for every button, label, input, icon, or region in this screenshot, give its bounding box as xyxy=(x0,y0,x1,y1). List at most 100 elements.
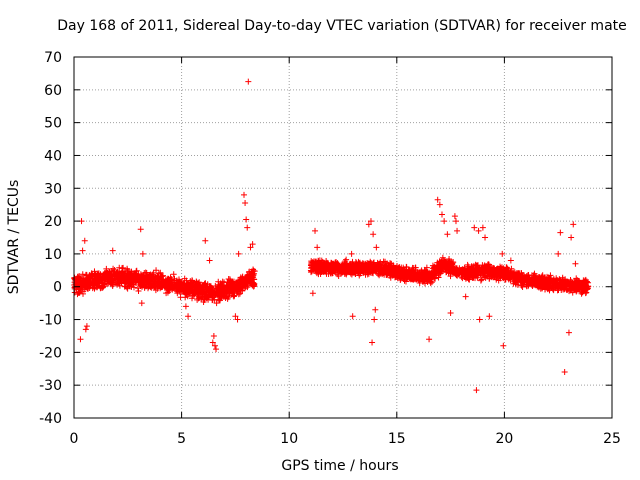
data-point xyxy=(236,284,243,291)
data-point xyxy=(230,278,237,285)
y-tick-label: -40 xyxy=(39,411,62,427)
data-point xyxy=(188,292,195,299)
data-point xyxy=(106,268,113,275)
data-point xyxy=(130,281,137,288)
data-point xyxy=(200,299,207,306)
data-point xyxy=(386,272,393,279)
data-point xyxy=(181,281,188,288)
outlier-point xyxy=(471,224,478,231)
data-point xyxy=(107,272,114,279)
data-point xyxy=(209,296,216,303)
x-tick-label: 0 xyxy=(70,431,79,447)
data-point xyxy=(135,279,142,286)
data-point xyxy=(170,271,177,278)
data-point xyxy=(135,288,142,295)
data-point xyxy=(215,296,222,303)
data-point xyxy=(223,289,230,296)
y-tick-label: -20 xyxy=(39,345,62,361)
outlier-point xyxy=(213,346,220,353)
data-point xyxy=(75,277,82,284)
outlier-point xyxy=(79,247,86,254)
outlier-point xyxy=(137,226,144,233)
data-point xyxy=(98,276,105,283)
x-tick-label: 15 xyxy=(388,431,406,447)
data-point xyxy=(250,283,257,290)
data-point xyxy=(74,291,81,298)
outlier-point xyxy=(438,211,445,218)
x-tick-label: 20 xyxy=(495,431,513,447)
data-point xyxy=(486,275,493,282)
outlier-point xyxy=(109,247,116,254)
data-point xyxy=(135,285,142,292)
data-point xyxy=(186,288,193,295)
data-point xyxy=(214,290,221,297)
data-point xyxy=(151,276,158,283)
outlier-point xyxy=(462,293,469,300)
data-point xyxy=(215,285,222,292)
data-point xyxy=(178,285,185,292)
outlier-point xyxy=(373,244,380,251)
y-tick-label: -30 xyxy=(39,378,62,394)
outlier-point xyxy=(139,250,146,257)
data-point xyxy=(133,272,140,279)
x-axis-label: GPS time / hours xyxy=(281,458,398,474)
data-point xyxy=(125,272,132,279)
data-point xyxy=(477,277,484,284)
y-tick-label: 10 xyxy=(44,247,62,263)
data-point xyxy=(130,284,137,291)
data-point xyxy=(346,261,353,268)
y-tick-label: -10 xyxy=(39,313,62,329)
x-tick-label: 25 xyxy=(603,431,621,447)
data-point xyxy=(107,271,114,278)
data-point xyxy=(192,282,199,289)
data-point xyxy=(144,281,151,288)
outlier-point xyxy=(309,290,316,297)
data-point xyxy=(478,276,485,283)
data-points xyxy=(71,78,592,394)
data-point xyxy=(198,295,205,302)
outlier-point xyxy=(475,227,482,234)
outlier-point xyxy=(568,234,575,241)
data-point xyxy=(166,286,173,293)
data-point xyxy=(83,280,90,287)
data-point xyxy=(229,281,236,288)
data-point xyxy=(172,279,179,286)
data-point xyxy=(155,275,162,282)
outlier-point xyxy=(245,78,252,85)
data-point xyxy=(133,267,140,274)
data-point xyxy=(184,281,191,288)
data-point xyxy=(132,271,139,278)
outlier-point xyxy=(210,332,217,339)
y-tick-label: 50 xyxy=(44,116,62,132)
outlier-point xyxy=(372,306,379,313)
y-axis-label: SDTVAR / TECUs xyxy=(6,180,22,295)
data-point xyxy=(95,270,102,277)
outlier-point xyxy=(81,237,88,244)
axis-ticks: 0 5 10 15 20 25 -40 -30 -20 -10 0 10 20 30 40 50 60 70 xyxy=(39,50,621,447)
data-point xyxy=(138,272,145,279)
outlier-point xyxy=(473,387,480,394)
outlier-point xyxy=(555,250,562,257)
y-tick-label: 70 xyxy=(44,50,62,66)
outlier-point xyxy=(507,257,514,264)
outlier-point xyxy=(241,191,248,198)
outlier-point xyxy=(202,237,209,244)
outlier-point xyxy=(185,313,192,320)
data-point xyxy=(80,277,87,284)
data-point xyxy=(248,275,255,282)
data-point xyxy=(203,291,210,298)
x-tick-label: 5 xyxy=(177,431,186,447)
data-point xyxy=(154,285,161,292)
outlier-point xyxy=(557,229,564,236)
data-point xyxy=(142,276,149,283)
data-point xyxy=(246,268,253,275)
data-point xyxy=(235,291,242,298)
chart-title: Day 168 of 2011, Sidereal Day-to-day VTE… xyxy=(57,18,627,34)
outlier-point xyxy=(369,339,376,346)
data-point xyxy=(229,285,236,292)
data-point xyxy=(88,271,95,278)
data-point xyxy=(111,273,118,280)
data-point xyxy=(251,268,258,275)
outlier-point xyxy=(83,323,90,330)
data-point xyxy=(98,283,105,290)
